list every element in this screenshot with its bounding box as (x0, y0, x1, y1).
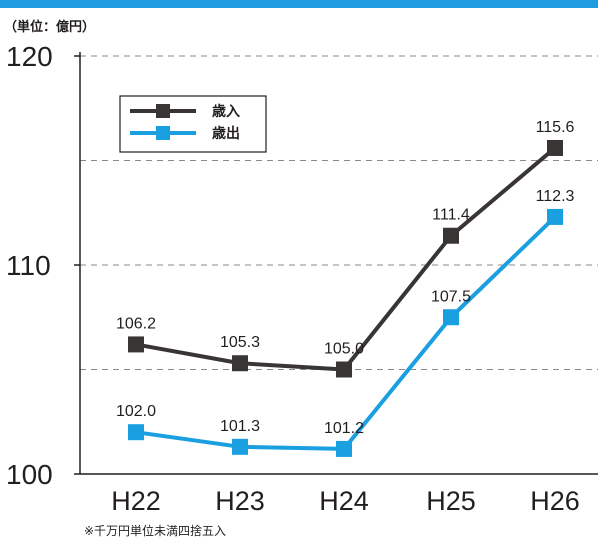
legend-label: 歳入 (212, 103, 240, 120)
data-point-marker (128, 336, 144, 353)
footnote: ※千万円単位未満四捨五入 (84, 524, 227, 538)
data-label: 107.5 (431, 288, 471, 305)
data-label: 115.6 (536, 119, 575, 136)
data-point-marker (128, 424, 144, 441)
data-point-marker (547, 208, 563, 225)
series-line-1 (135, 215, 557, 451)
legend-box (119, 95, 267, 153)
y-tick-label: 120 (6, 41, 53, 72)
x-tick-label: H24 (319, 486, 369, 516)
data-label: 112.3 (536, 188, 575, 205)
x-tick-label: H23 (215, 486, 265, 516)
data-label: 101.3 (220, 418, 260, 435)
unit-label: （単位：億円） (4, 20, 96, 35)
x-tick-label: H25 (426, 486, 476, 516)
data-label: 106.2 (116, 315, 156, 332)
data-point-marker (232, 355, 248, 372)
data-point-marker (547, 139, 563, 156)
data-point-marker (232, 438, 248, 455)
x-tick-label: H22 (111, 486, 161, 516)
data-point-marker (336, 361, 352, 378)
legend-label: 歳出 (212, 125, 240, 142)
data-label: 105.0 (324, 341, 364, 358)
legend-marker (156, 126, 170, 140)
data-label: 105.3 (220, 334, 260, 351)
series-line-0 (135, 146, 557, 372)
top-banner (0, 0, 598, 8)
data-point-marker (443, 309, 459, 326)
data-label: 111.4 (432, 207, 470, 224)
data-label: 101.2 (324, 420, 364, 437)
data-label: 102.0 (116, 403, 156, 420)
x-tick-label: H26 (530, 486, 580, 516)
y-tick-label: 100 (6, 459, 53, 490)
legend-marker (156, 104, 170, 118)
y-tick-label: 110 (6, 250, 51, 281)
data-point-marker (336, 440, 352, 457)
data-point-marker (443, 227, 459, 244)
